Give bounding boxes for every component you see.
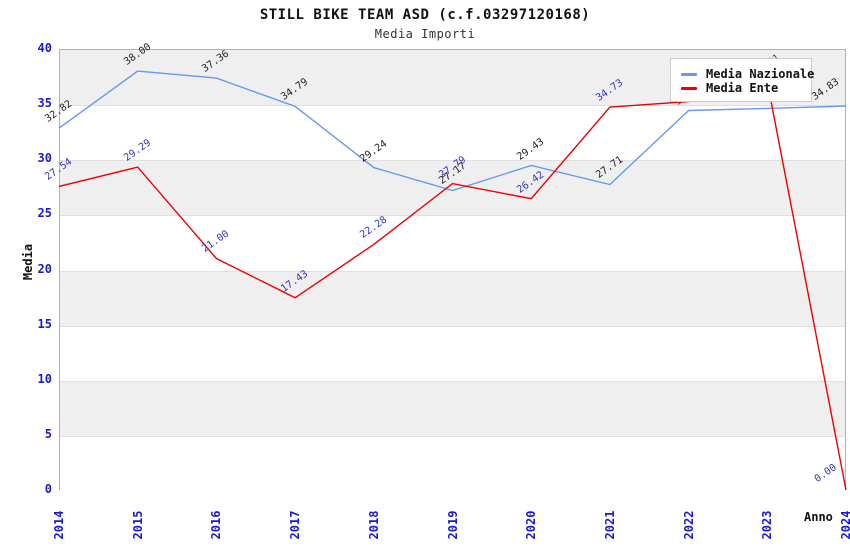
y-tick-label: 40 — [37, 41, 52, 55]
y-tick-label: 35 — [37, 96, 52, 111]
y-tick-label: 5 — [44, 426, 52, 441]
legend-item-media-ente: Media Ente — [681, 81, 801, 95]
gridline — [60, 325, 845, 327]
gridline — [60, 215, 845, 217]
y-tick-label: 10 — [37, 371, 52, 386]
media-nazionale-line-swatch-icon — [681, 72, 697, 76]
legend-label-media-ente: Media Ente — [706, 81, 779, 95]
plot-band — [60, 160, 845, 216]
plot-band — [60, 105, 845, 161]
y-tick-label: 30 — [37, 151, 52, 166]
y-tick-label: 15 — [37, 316, 52, 331]
y-tick-label: 20 — [37, 261, 52, 276]
gridline — [60, 380, 845, 382]
plot-band — [60, 435, 845, 491]
media-ente-line-swatch-icon — [681, 86, 697, 90]
plot-band — [60, 325, 845, 381]
legend-label-media-nazionale: Media Nazionale — [706, 67, 815, 81]
plot-area — [59, 49, 846, 491]
gridline — [60, 160, 845, 162]
media-ente-line — [58, 81, 847, 491]
legend: Media Nazionale Media Ente — [670, 58, 814, 102]
gridline — [60, 105, 845, 107]
plot-band — [60, 215, 845, 271]
gridline — [60, 435, 845, 437]
y-tick-label: 0 — [44, 482, 52, 496]
plot-band — [60, 380, 845, 436]
chart-subtitle: Media Importi — [374, 27, 476, 41]
x-axis-title: Anno — [804, 510, 833, 524]
y-tick-label: 25 — [37, 206, 52, 221]
media-nazionale-line — [58, 70, 847, 192]
legend-item-media-nazionale: Media Nazionale — [681, 67, 814, 81]
gridline — [60, 270, 845, 272]
chart-title: STILL BIKE TEAM ASD (c.f.03297120168) — [259, 7, 591, 23]
plot-band — [60, 270, 845, 326]
